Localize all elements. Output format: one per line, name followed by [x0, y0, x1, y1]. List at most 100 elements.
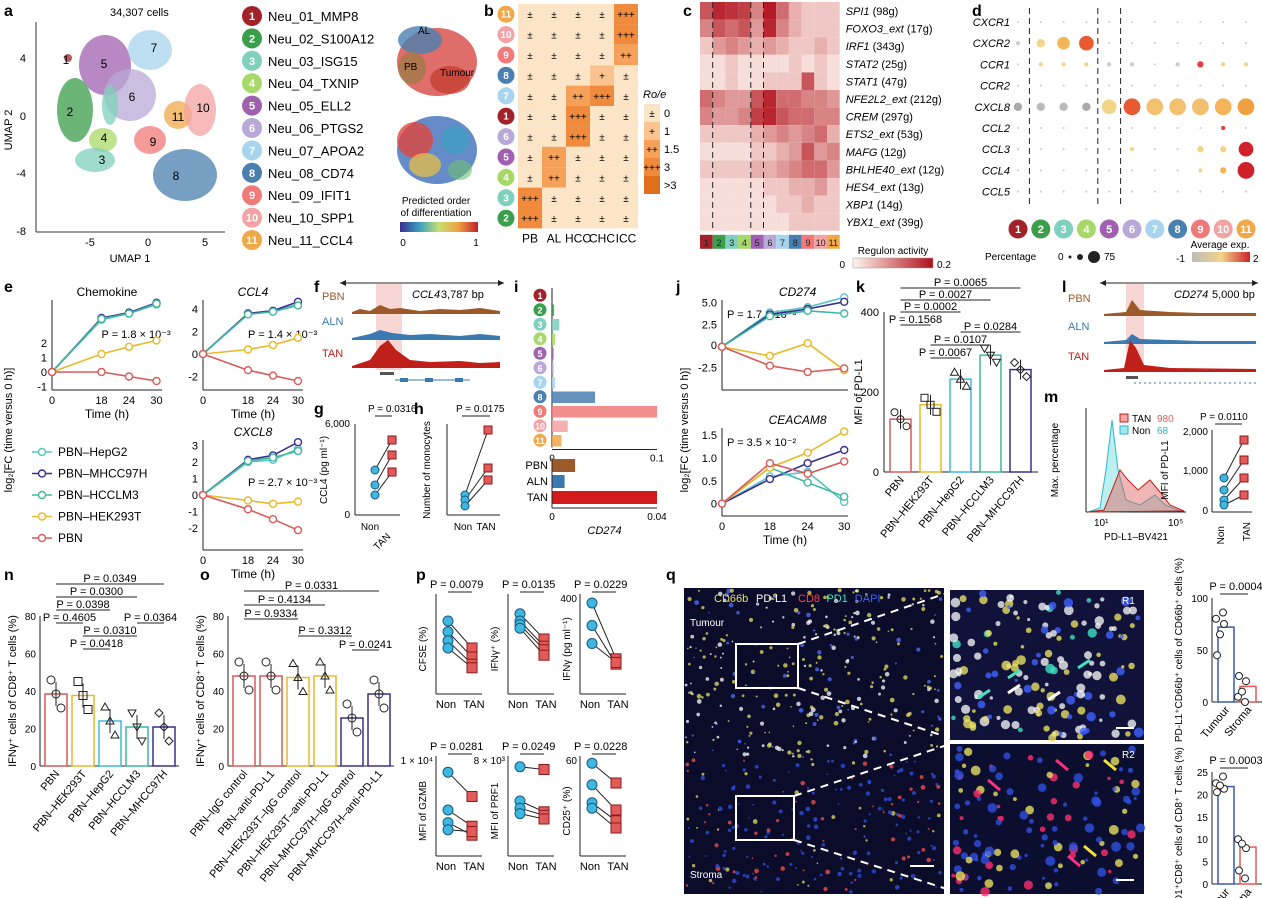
if-cell: [893, 774, 896, 777]
dotplot-cluster-swatch: [1168, 219, 1188, 239]
if-cell: [728, 602, 734, 608]
o-point: [293, 672, 303, 681]
if-cell: [937, 590, 941, 595]
o-point: [266, 671, 276, 681]
if-r1-cell: [983, 648, 989, 654]
if-cell: [812, 608, 816, 612]
if-r1-cell: [1063, 669, 1070, 675]
if-cell: [894, 662, 897, 665]
regulon-cell: [827, 178, 840, 196]
if-r1-cell: [1079, 727, 1088, 736]
if-channel-label: DAPI: [855, 593, 881, 605]
if-cell: [768, 596, 773, 601]
if-r2-cell: [1118, 767, 1124, 772]
track-label-aln: ALN: [322, 316, 343, 328]
regulon-cluster-bar: [763, 234, 777, 249]
roe-cell-symbol: ±: [623, 92, 629, 103]
p-pvalue: P = 0.0229: [574, 579, 627, 591]
dotplot-dot: [1244, 42, 1248, 45]
regulon-cell: [700, 54, 713, 73]
if-cell: [818, 715, 824, 720]
if-r2-cell: [1045, 856, 1056, 867]
regulon-cell: [814, 178, 827, 196]
if-cell: [715, 863, 720, 869]
regulon-cell: [738, 213, 751, 231]
e-series-point: [293, 497, 303, 506]
j-series-point: [803, 367, 812, 377]
m-ytick2: 2,000: [1183, 427, 1208, 438]
if-r1-cell: [979, 590, 987, 598]
e-ytick: 1: [41, 353, 47, 365]
cluster-legend-number: 6: [249, 123, 255, 135]
roi-box-r2: [735, 795, 795, 841]
q-bar-ytick: 0: [1202, 880, 1208, 891]
regulon-cluster-bar: [827, 234, 840, 249]
roe-row-label: 9: [503, 51, 509, 62]
e-series-point: [293, 438, 303, 447]
if-cell: [771, 745, 774, 748]
if-cell: [801, 756, 804, 759]
p-non-point: [514, 761, 526, 773]
e-legend-marker: [37, 490, 47, 500]
regulon-cluster-bar: [814, 234, 827, 249]
if-r2-cell: [959, 816, 964, 821]
if-cell: [814, 819, 817, 822]
roe-cell: [614, 44, 638, 66]
dotplot-dot: [1130, 190, 1134, 193]
k-point: [985, 351, 996, 361]
umap-cluster-7: [128, 30, 172, 70]
if-cell: [726, 588, 732, 594]
roe-cell: [590, 187, 614, 208]
q-bar-ytick: 50: [1197, 646, 1209, 657]
regulon-cell: [725, 107, 739, 126]
ccl4-tracks: CCL4 3,787 bp PBN ALN TAN: [322, 280, 504, 382]
regulon-cell: [801, 125, 815, 143]
n-point: [105, 715, 115, 725]
regulon-cell: [712, 125, 726, 143]
if-roi-r2: [950, 744, 1144, 894]
regulon-cell: [788, 107, 802, 126]
e-title: Chemokine: [77, 285, 138, 299]
if-cell: [787, 750, 792, 755]
roe-row-label: 11: [501, 10, 512, 21]
j-series-line: [721, 309, 845, 348]
if-r2-cell: [956, 746, 963, 752]
n-point: [51, 689, 61, 699]
regulon-cell: [776, 37, 789, 55]
g-ylabel: CCL4 (pg ml⁻¹): [319, 436, 330, 504]
if-cell: [752, 803, 755, 806]
regulon-cell: [801, 72, 815, 90]
dotplot-dot: [1013, 102, 1023, 112]
regulon-cell: [801, 213, 815, 231]
i-cluster-swatch: [533, 332, 547, 346]
if-cell: [880, 685, 886, 690]
umap-xtick: 0: [145, 237, 151, 249]
if-cell: [772, 800, 777, 805]
p-ylabel: IFNγ (pg ml⁻¹): [562, 617, 573, 681]
if-r2-cell: [977, 875, 982, 881]
ccl4-size: 3,787 bp: [441, 289, 484, 301]
if-cell: [687, 596, 692, 602]
roe-cell: [542, 24, 566, 45]
j-series-line: [721, 342, 845, 371]
umap-cluster-number: 7: [151, 41, 158, 55]
dotplot-dot: [1199, 126, 1202, 130]
m-ytick2: 0: [1202, 506, 1208, 517]
if-r1-cell: [1010, 663, 1019, 672]
j-series-point: [803, 478, 812, 487]
if-cell: [934, 698, 939, 704]
if-cell: [701, 696, 704, 699]
if-cell: [744, 772, 748, 776]
if-r2-cell: [1108, 869, 1112, 874]
roe-cell-symbol: ±: [575, 214, 581, 225]
o-point: [352, 727, 362, 737]
umap-xtick: 5: [202, 237, 208, 249]
if-cell: [766, 865, 770, 868]
q-bar-ytick: 25: [1197, 768, 1209, 779]
avg-legend-label: Average exp.: [1191, 240, 1250, 251]
if-cell: [735, 870, 740, 876]
roe-cell-symbol: ±: [527, 112, 533, 123]
regulon-cell: [827, 90, 840, 108]
if-cell: [927, 827, 930, 830]
j-series-line: [721, 430, 845, 505]
